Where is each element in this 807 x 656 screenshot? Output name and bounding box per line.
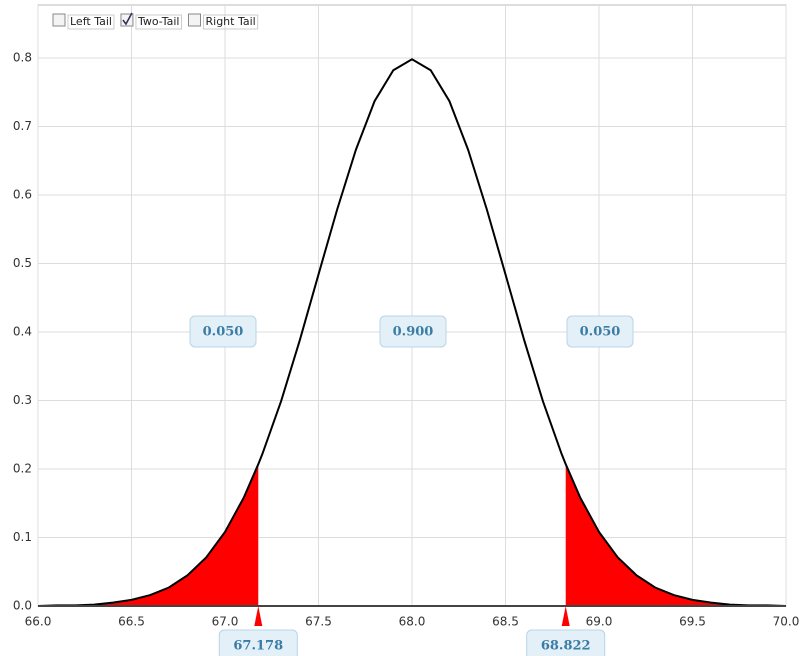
checkbox[interactable] — [188, 13, 201, 27]
checkbox[interactable] — [52, 13, 66, 27]
y-tick-label: 0.4 — [13, 324, 32, 338]
y-tick-label: 0.2 — [13, 461, 32, 475]
x-tick-label: 68.0 — [399, 615, 426, 629]
area-label: 0.050 — [203, 325, 244, 340]
x-tick-label: 69.5 — [679, 615, 706, 629]
area-box — [189, 315, 257, 348]
x-tick-label: 69.0 — [586, 615, 613, 629]
critical-marker[interactable] — [254, 606, 263, 626]
critical-box — [526, 629, 606, 656]
area-label: 0.050 — [580, 325, 621, 340]
y-tick-label: 0.1 — [13, 530, 32, 544]
x-tick-label: 67.0 — [212, 615, 239, 629]
y-tick-label: 0.0 — [13, 599, 32, 613]
y-tick-label: 0.7 — [13, 119, 32, 133]
y-tick-label: 0.5 — [13, 256, 32, 270]
tail-area — [565, 464, 786, 606]
density-line — [37, 58, 787, 607]
tail-area — [38, 464, 259, 606]
checkbox-label[interactable]: Left Tail — [70, 15, 112, 28]
area-box — [379, 315, 447, 348]
x-tick-label: 70.0 — [773, 615, 800, 629]
checkmark — [122, 12, 133, 26]
x-tick-label: 66.5 — [118, 615, 145, 629]
y-tick-label: 0.6 — [13, 187, 32, 201]
area-box — [566, 315, 634, 348]
x-tick-label: 66.0 — [25, 615, 52, 629]
checkbox-label[interactable]: Two-Tail — [137, 15, 180, 28]
critical-label: 68.822 — [541, 639, 591, 654]
label-box — [203, 14, 259, 30]
area-label: 0.900 — [393, 325, 434, 340]
x-tick-label: 67.5 — [305, 615, 332, 629]
y-tick-label: 0.8 — [13, 50, 32, 64]
checkbox-label[interactable]: Right Tail — [206, 15, 256, 28]
critical-marker[interactable] — [561, 606, 570, 626]
label-box — [67, 14, 115, 30]
critical-label: 67.178 — [233, 639, 283, 654]
label-box — [135, 14, 182, 30]
y-tick-label: 0.3 — [13, 393, 32, 407]
critical-box — [218, 629, 298, 656]
x-tick-label: 68.5 — [492, 615, 519, 629]
